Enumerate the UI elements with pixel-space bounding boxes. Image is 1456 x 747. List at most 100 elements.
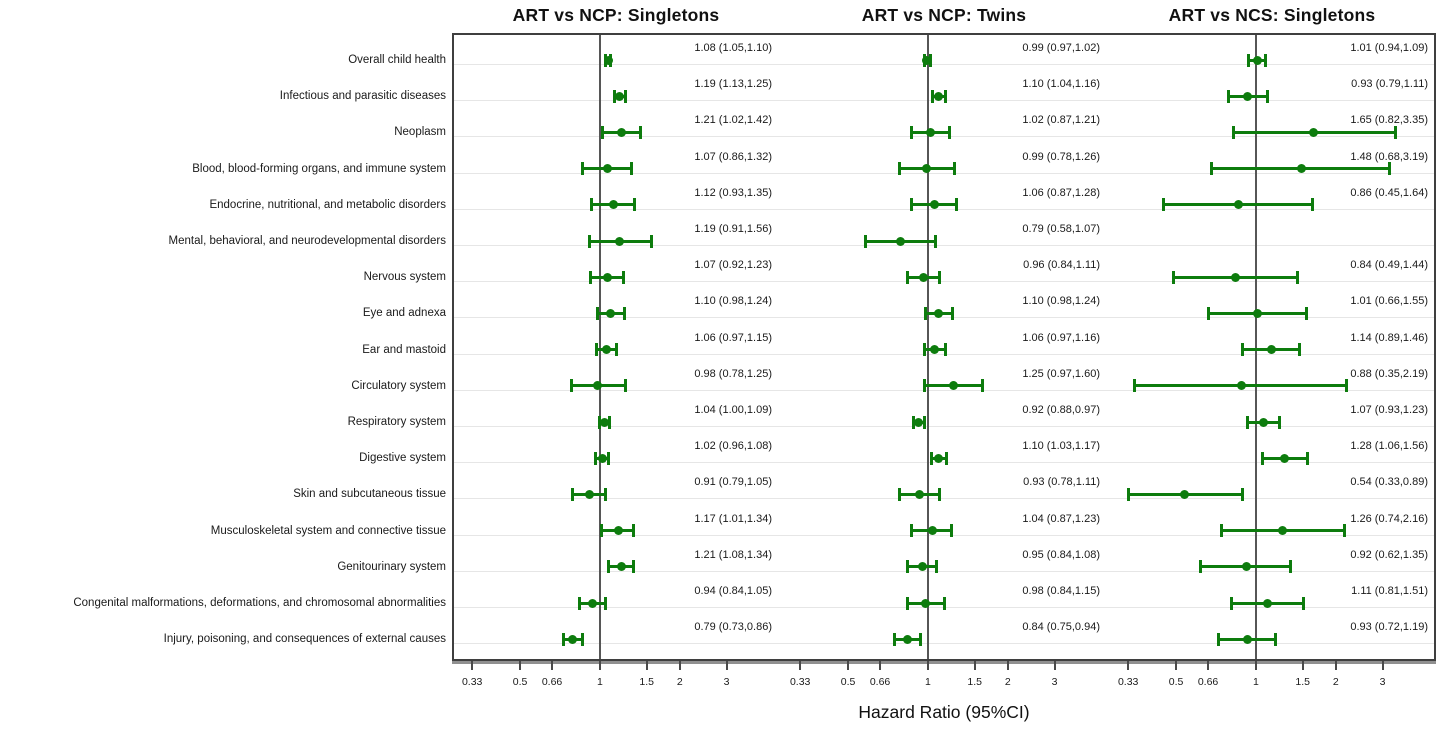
estimate-value-label: 1.04 (0.87,1.23): [1022, 512, 1100, 525]
point-estimate: [903, 634, 913, 644]
ci-cap-upper: [951, 306, 955, 320]
ci-cap-lower: [929, 451, 933, 465]
x-axis-tick: [598, 661, 601, 670]
ci-cap-upper: [980, 379, 984, 393]
ci-cap-lower: [1162, 198, 1166, 212]
point-estimate: [604, 55, 614, 65]
estimate-value-label: 0.98 (0.78,1.25): [694, 367, 772, 380]
ci-cap-lower: [1261, 451, 1265, 465]
grid-line: [454, 245, 1434, 246]
point-estimate: [921, 598, 931, 608]
ci-cap-lower: [571, 487, 575, 501]
ci-cap-upper: [1296, 270, 1300, 284]
point-estimate: [1252, 55, 1262, 65]
category-label: Genitourinary system: [337, 560, 446, 573]
estimate-value-label: 0.93 (0.78,1.11): [1023, 476, 1100, 489]
estimate-value-label: 0.88 (0.35,2.19): [1350, 367, 1428, 380]
point-estimate: [613, 526, 623, 536]
ci-cap-lower: [1241, 343, 1245, 357]
point-estimate: [922, 164, 932, 174]
ci-cap-upper: [1343, 524, 1347, 538]
x-axis-tick: [879, 661, 882, 670]
ci-cap-lower: [1209, 162, 1213, 176]
ci-cap-upper: [942, 596, 946, 610]
ci-cap-upper: [622, 270, 626, 284]
category-label: Infectious and parasitic diseases: [279, 90, 446, 103]
category-label: Neoplasm: [394, 126, 446, 139]
point-estimate: [615, 236, 625, 246]
x-axis-tick-label: 3: [1379, 676, 1386, 688]
x-axis-tick-label: 1.5: [967, 676, 982, 688]
estimate-value-label: 1.02 (0.96,1.08): [694, 440, 772, 453]
estimate-value-label: 1.10 (0.98,1.24): [1022, 295, 1100, 308]
estimate-value-label: 1.65 (0.82,3.35): [1350, 114, 1428, 127]
point-estimate: [1241, 562, 1251, 572]
ci-cap-lower: [930, 89, 934, 103]
point-estimate: [927, 526, 937, 536]
panel-title-art-vs-ncp-twins: ART vs NCP: Twins: [861, 5, 1027, 25]
ci-cap-lower: [569, 379, 573, 393]
ci-cap-upper: [1305, 451, 1309, 465]
point-estimate: [1266, 345, 1276, 355]
ci-cap-upper: [953, 162, 957, 176]
x-axis-tick-label: 0.33: [789, 676, 811, 688]
ci-cap-lower: [596, 306, 600, 320]
ci-cap-lower: [578, 596, 582, 610]
x-axis-tick: [725, 661, 728, 670]
x-axis-tick: [1254, 661, 1257, 670]
point-estimate: [603, 164, 613, 174]
point-estimate: [568, 634, 578, 644]
estimate-value-label: 1.19 (0.91,1.56): [694, 223, 772, 235]
x-axis-tick: [1207, 661, 1210, 670]
category-label: Circulatory system: [351, 379, 446, 392]
estimate-value-label: 0.98 (0.84,1.15): [1022, 585, 1100, 597]
ci-cap-upper: [632, 524, 636, 538]
x-axis-tick-label: 1.5: [639, 676, 654, 688]
estimate-value-label: 0.86 (0.45,1.64): [1350, 186, 1428, 199]
ci-cap-upper: [630, 162, 634, 176]
grid-line: [454, 136, 1434, 138]
ci-cap-lower: [562, 632, 566, 646]
ci-cap-lower: [594, 343, 598, 357]
grid-line: [454, 389, 1434, 391]
point-estimate: [918, 272, 928, 282]
ci-cap-upper: [624, 379, 628, 393]
ci-cap-upper: [604, 487, 608, 501]
estimate-value-label: 1.21 (1.02,1.42): [694, 114, 772, 127]
ci-cap-upper: [633, 198, 637, 212]
x-axis-tick-label: 2: [676, 676, 683, 688]
ci-cap-lower: [1219, 524, 1223, 538]
x-axis-tick-label: 2: [1332, 676, 1339, 688]
ci-cap-lower: [1216, 632, 1220, 646]
estimate-value-label: 1.07 (0.93,1.23): [1350, 404, 1428, 416]
x-axis-tick-label: 2: [1004, 676, 1011, 688]
ci-cap-upper: [943, 343, 947, 357]
ci-cap-upper: [1289, 560, 1293, 574]
estimate-value-label: 0.96 (0.84,1.11): [1023, 259, 1100, 272]
ci-cap-upper: [607, 451, 611, 465]
estimate-value-label: 1.02 (0.87,1.21): [1022, 114, 1100, 127]
estimate-value-label: 1.14 (0.89,1.46): [1350, 331, 1428, 344]
point-estimate: [930, 200, 940, 210]
estimate-value-label: 1.01 (0.94,1.09): [1350, 42, 1428, 54]
ci-cap-upper: [1388, 162, 1392, 176]
ci-cap-lower: [600, 125, 604, 139]
ci-cap-lower: [897, 487, 901, 501]
point-estimate: [934, 308, 944, 318]
x-axis-tick-label: 0.66: [869, 676, 891, 688]
x-axis-tick: [973, 661, 976, 670]
ci-cap-lower: [607, 560, 611, 574]
point-estimate: [617, 127, 627, 137]
x-axis-tick-label: 1: [925, 676, 931, 688]
x-axis-tick: [1053, 661, 1056, 670]
category-label: Injury, poisoning, and consequences of e…: [163, 633, 446, 646]
ci-cap-lower: [1247, 53, 1251, 67]
grid-line: [454, 317, 1434, 319]
point-estimate: [1236, 381, 1246, 391]
estimate-value-label: 0.95 (0.84,1.08): [1022, 548, 1100, 561]
ci-cap-upper: [632, 560, 636, 574]
ci-cap-lower: [910, 198, 914, 212]
ci-cap-lower: [906, 560, 910, 574]
estimate-value-label: 1.04 (1.00,1.09): [694, 404, 772, 416]
